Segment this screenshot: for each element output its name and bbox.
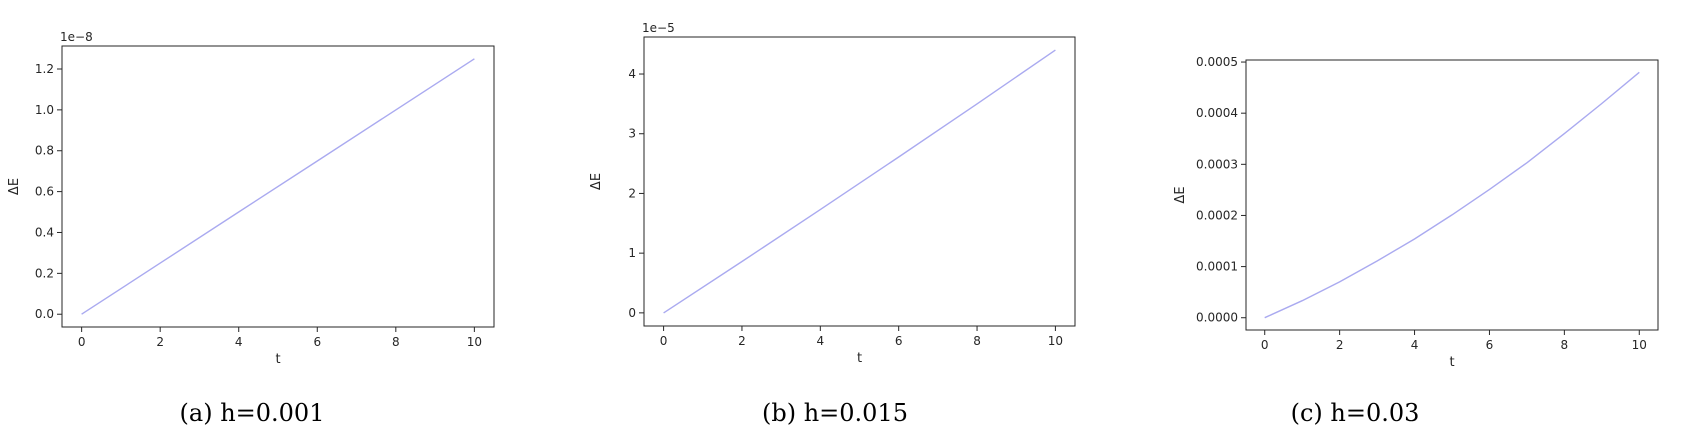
subfigure-caption: (c) h=0.03 bbox=[1291, 399, 1420, 427]
series-line bbox=[1264, 71, 1640, 319]
y-tick-label: 0.8 bbox=[35, 144, 54, 158]
x-tick-label: 2 bbox=[738, 334, 746, 348]
y-tick-label: 1 bbox=[628, 246, 636, 260]
y-tick-label: 0.0001 bbox=[1196, 260, 1238, 274]
y-tick-label: 4 bbox=[628, 67, 636, 81]
x-tick-label: 2 bbox=[1336, 338, 1344, 352]
x-tick-label: 10 bbox=[1048, 334, 1063, 348]
y-tick-label: 0.6 bbox=[35, 185, 54, 199]
y-tick-label: 0.4 bbox=[35, 225, 54, 239]
x-tick-label: 8 bbox=[1561, 338, 1569, 352]
x-axis-label: t bbox=[1449, 355, 1454, 370]
y-axis-label: ΔE bbox=[7, 178, 22, 195]
y-tick-label: 2 bbox=[628, 186, 636, 200]
y-tick-label: 0.0 bbox=[35, 307, 54, 321]
y-tick-label: 1.2 bbox=[35, 62, 54, 76]
x-tick-label: 10 bbox=[467, 335, 482, 349]
y-tick-label: 0 bbox=[628, 306, 636, 320]
y-tick-label: 0.0003 bbox=[1196, 157, 1238, 171]
y-tick-label: 0.2 bbox=[35, 266, 54, 280]
subplot-b: 0 2 4 6 8 10 0 1 2 3 4 t ΔE 1e−5 (b) h=0.015 bbox=[589, 21, 1076, 427]
y-tick-label: 0.0000 bbox=[1196, 311, 1238, 325]
x-tick-label: 0 bbox=[1261, 338, 1269, 352]
x-tick-label: 4 bbox=[816, 334, 824, 348]
series-line bbox=[663, 49, 1056, 314]
subfigure-caption: (b) h=0.015 bbox=[762, 399, 908, 427]
x-axis-label: t bbox=[275, 352, 280, 367]
x-tick-label: 10 bbox=[1632, 338, 1647, 352]
axes-frame bbox=[643, 36, 1076, 327]
y-axis-label: ΔE bbox=[1173, 186, 1188, 203]
y-tick-label: 0.0004 bbox=[1196, 106, 1238, 120]
axes-frame bbox=[61, 45, 495, 328]
x-tick-label: 6 bbox=[895, 334, 903, 348]
x-axis-label: t bbox=[857, 351, 862, 366]
x-tick-label: 8 bbox=[392, 335, 400, 349]
x-tick-label: 0 bbox=[660, 334, 668, 348]
subplot-a: 0 2 4 6 8 10 0.0 0.2 0.4 0.6 0.8 1.0 1.2 t ΔE 1e−8 (a) h… bbox=[7, 30, 495, 427]
y-tick-label: 0.0002 bbox=[1196, 208, 1238, 222]
axes-frame bbox=[1245, 59, 1659, 331]
y-offset-label: 1e−5 bbox=[642, 21, 675, 35]
x-tick-label: 2 bbox=[156, 335, 164, 349]
y-offset-label: 1e−8 bbox=[60, 30, 93, 44]
y-tick-label: 1.0 bbox=[35, 103, 54, 117]
x-tick-label: 8 bbox=[973, 334, 981, 348]
subplot-c: 0 2 4 6 8 10 0.0000 0.0001 0.0002 0.0003 0.0004 0.0… bbox=[1173, 55, 1659, 427]
y-tick-label: 0.0005 bbox=[1196, 55, 1238, 69]
x-tick-label: 6 bbox=[1486, 338, 1494, 352]
x-tick-label: 4 bbox=[1411, 338, 1419, 352]
y-axis-label: ΔE bbox=[589, 173, 604, 190]
series-line bbox=[81, 58, 475, 315]
x-tick-label: 4 bbox=[235, 335, 243, 349]
x-tick-label: 6 bbox=[313, 335, 321, 349]
x-tick-label: 0 bbox=[78, 335, 86, 349]
y-tick-label: 3 bbox=[628, 127, 636, 141]
subfigure-caption: (a) h=0.001 bbox=[180, 399, 325, 427]
